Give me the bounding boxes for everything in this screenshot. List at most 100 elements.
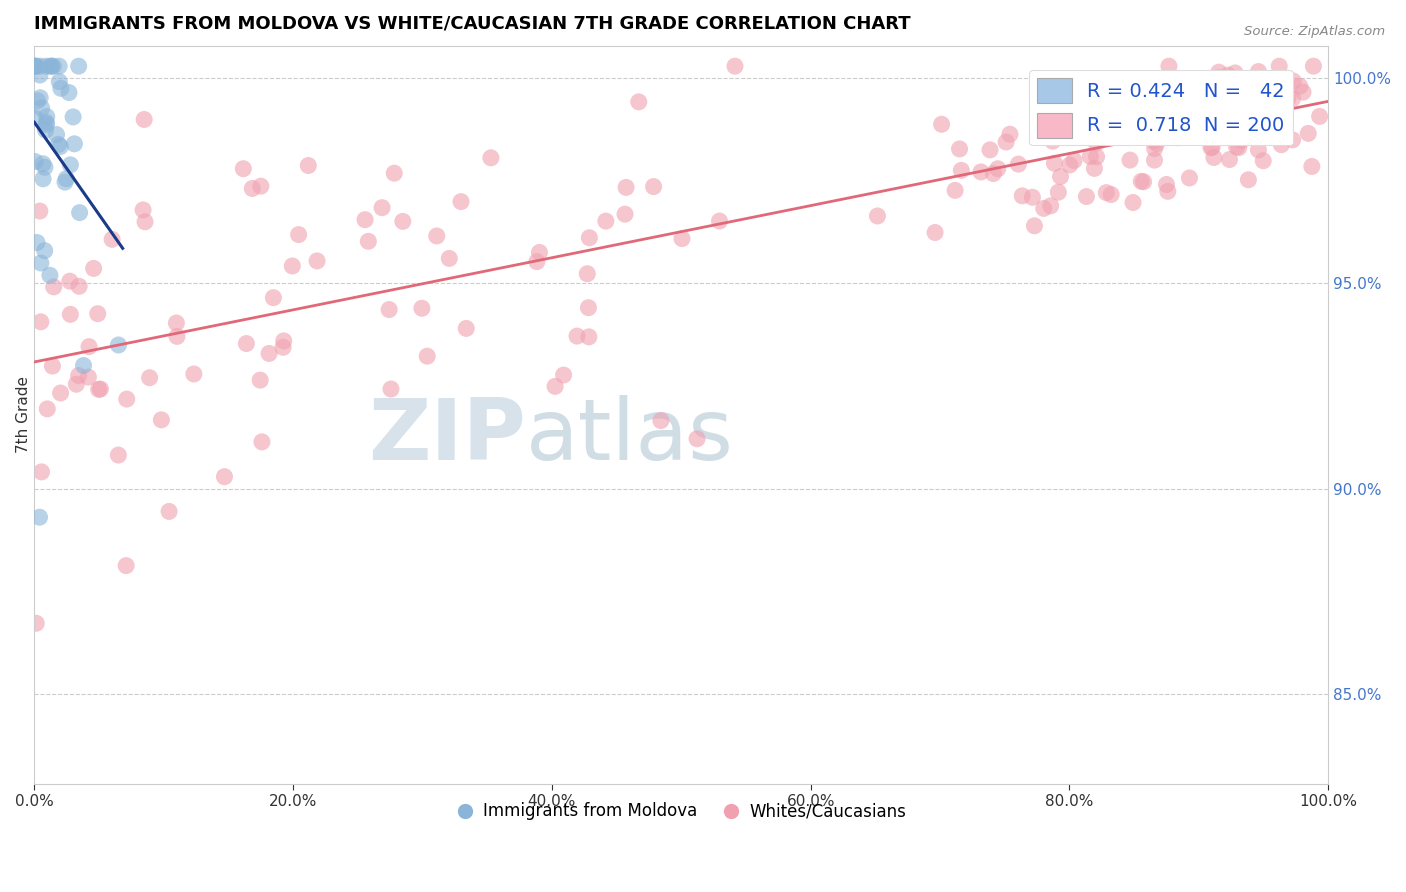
Point — [249, 373, 271, 387]
Point — [1143, 153, 1166, 168]
Point — [67, 368, 90, 383]
Point — [416, 349, 439, 363]
Point — [1171, 126, 1194, 140]
Point — [450, 194, 472, 209]
Point — [380, 382, 402, 396]
Point — [1119, 100, 1142, 114]
Point — [578, 330, 600, 344]
Point — [1220, 73, 1243, 87]
Point — [1042, 134, 1064, 148]
Point — [134, 112, 156, 127]
Point — [529, 245, 551, 260]
Point — [1095, 186, 1118, 200]
Point — [183, 367, 205, 381]
Point — [1258, 118, 1281, 132]
Point — [150, 413, 173, 427]
Point — [1156, 178, 1178, 192]
Point — [297, 159, 319, 173]
Point — [1083, 161, 1105, 176]
Point — [32, 157, 55, 171]
Point — [1160, 108, 1182, 122]
Point — [1007, 157, 1029, 171]
Point — [1227, 141, 1250, 155]
Point — [34, 123, 56, 137]
Point — [1208, 70, 1230, 85]
Point — [132, 202, 155, 217]
Point — [1288, 79, 1310, 94]
Point — [1094, 130, 1116, 145]
Point — [943, 183, 966, 197]
Point — [49, 139, 72, 153]
Point — [948, 142, 970, 156]
Point — [1247, 64, 1270, 78]
Point — [1251, 153, 1274, 168]
Point — [995, 135, 1018, 149]
Point — [138, 370, 160, 384]
Point — [35, 110, 58, 124]
Point — [41, 359, 63, 373]
Point — [262, 291, 284, 305]
Point — [49, 81, 72, 95]
Point — [1227, 118, 1250, 132]
Point — [1296, 127, 1319, 141]
Point — [1078, 149, 1101, 163]
Text: Source: ZipAtlas.com: Source: ZipAtlas.com — [1244, 25, 1385, 38]
Point — [1021, 190, 1043, 204]
Point — [1166, 130, 1188, 145]
Point — [1206, 109, 1229, 123]
Point — [281, 259, 304, 273]
Point — [48, 74, 70, 88]
Point — [48, 59, 70, 73]
Point — [38, 268, 60, 283]
Point — [55, 171, 77, 186]
Point — [1085, 136, 1108, 150]
Point — [1063, 153, 1085, 168]
Point — [287, 227, 309, 242]
Point — [35, 59, 58, 73]
Point — [1119, 89, 1142, 103]
Point — [1281, 92, 1303, 106]
Point — [34, 244, 56, 258]
Point — [34, 161, 56, 175]
Point — [983, 167, 1005, 181]
Point — [950, 163, 973, 178]
Point — [1112, 128, 1135, 142]
Point — [1189, 93, 1212, 107]
Point — [31, 465, 53, 479]
Point — [24, 59, 46, 73]
Point — [1218, 153, 1240, 167]
Text: atlas: atlas — [526, 395, 734, 478]
Point — [724, 59, 747, 73]
Point — [32, 171, 55, 186]
Point — [866, 209, 889, 223]
Point — [107, 338, 129, 352]
Point — [578, 301, 600, 315]
Point — [1201, 140, 1223, 154]
Point — [1301, 160, 1323, 174]
Point — [1085, 150, 1108, 164]
Point — [1074, 121, 1097, 136]
Point — [1226, 140, 1249, 154]
Point — [987, 161, 1010, 176]
Point — [553, 368, 575, 382]
Point — [576, 267, 599, 281]
Point — [1184, 112, 1206, 127]
Point — [998, 127, 1021, 141]
Point — [1189, 118, 1212, 132]
Point — [1243, 83, 1265, 97]
Point — [165, 316, 187, 330]
Point — [578, 231, 600, 245]
Point — [1174, 103, 1197, 118]
Point — [24, 154, 46, 169]
Point — [250, 434, 273, 449]
Point — [1260, 71, 1282, 86]
Point — [931, 117, 953, 131]
Point — [49, 386, 72, 401]
Point — [1204, 105, 1226, 120]
Point — [479, 151, 502, 165]
Point — [273, 334, 295, 348]
Point — [62, 110, 84, 124]
Point — [157, 504, 180, 518]
Point — [671, 231, 693, 245]
Point — [24, 59, 46, 73]
